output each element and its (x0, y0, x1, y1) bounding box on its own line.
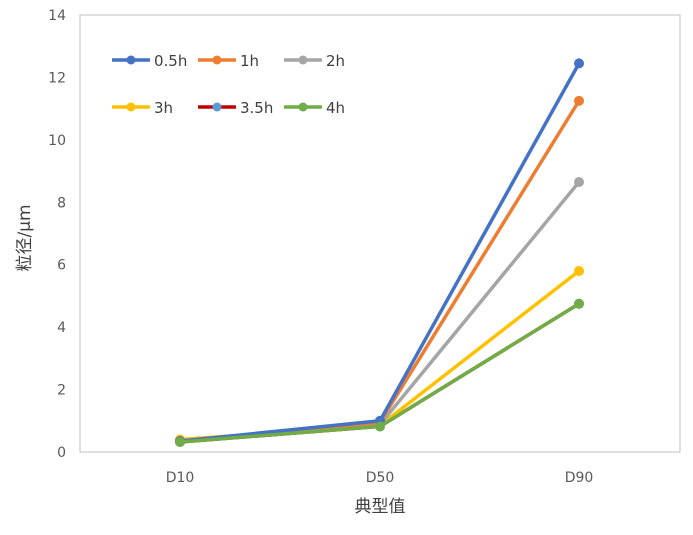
legend-marker (126, 102, 136, 112)
x-axis-title: 典型值 (355, 497, 406, 517)
series-line (178, 269, 581, 442)
legend-item: 3h (112, 99, 173, 117)
legend: 0.5h 1h 2h 3h 3.5h 4h (112, 52, 345, 117)
y-tick-label: 6 (57, 258, 66, 274)
legend-label: 2h (326, 52, 345, 70)
legend-marker (126, 55, 136, 65)
series-line (178, 99, 581, 443)
data-point (574, 176, 584, 187)
series-line (178, 180, 581, 444)
axes-layer: 0 2 4 6 8 10 12 14 D10 D50 D90 (48, 8, 681, 486)
legend-marker (298, 102, 308, 112)
data-point (574, 58, 584, 69)
data-point (375, 421, 385, 432)
y-tick-label: 2 (57, 383, 66, 399)
legend-item: 2h (284, 52, 345, 70)
legend-marker (212, 102, 222, 112)
series-4h (175, 298, 584, 448)
x-tick-label: D50 (366, 470, 395, 486)
y-tick-label: 14 (48, 8, 66, 24)
y-tick-label: 8 (57, 195, 66, 211)
x-tick-label: D10 (166, 470, 195, 486)
y-tick-label: 4 (57, 320, 66, 336)
legend-label: 3h (154, 99, 173, 117)
legend-label: 3.5h (240, 99, 273, 117)
data-point (574, 95, 584, 106)
y-tick-label: 10 (48, 133, 66, 149)
legend-marker (298, 55, 308, 65)
legend-label: 4h (326, 99, 345, 117)
series-1h (175, 95, 584, 447)
y-tick-label: 12 (48, 70, 66, 86)
legend-item: 4h (284, 99, 345, 117)
data-point (574, 298, 584, 309)
legend-item: 0.5h (112, 52, 187, 70)
series-layer (175, 58, 584, 448)
data-point (574, 265, 584, 276)
legend-label: 1h (240, 52, 259, 70)
y-axis-title: 粒径/μm (15, 204, 35, 271)
legend-item: 3.5h (198, 99, 273, 117)
data-point (175, 437, 185, 448)
plot-area-border (79, 14, 681, 453)
legend-label: 0.5h (154, 52, 187, 70)
legend-item: 1h (198, 52, 259, 70)
x-tick-label: D90 (565, 470, 594, 486)
y-tick-label: 0 (57, 445, 66, 461)
series-2h (175, 176, 584, 447)
legend-marker (212, 55, 222, 65)
